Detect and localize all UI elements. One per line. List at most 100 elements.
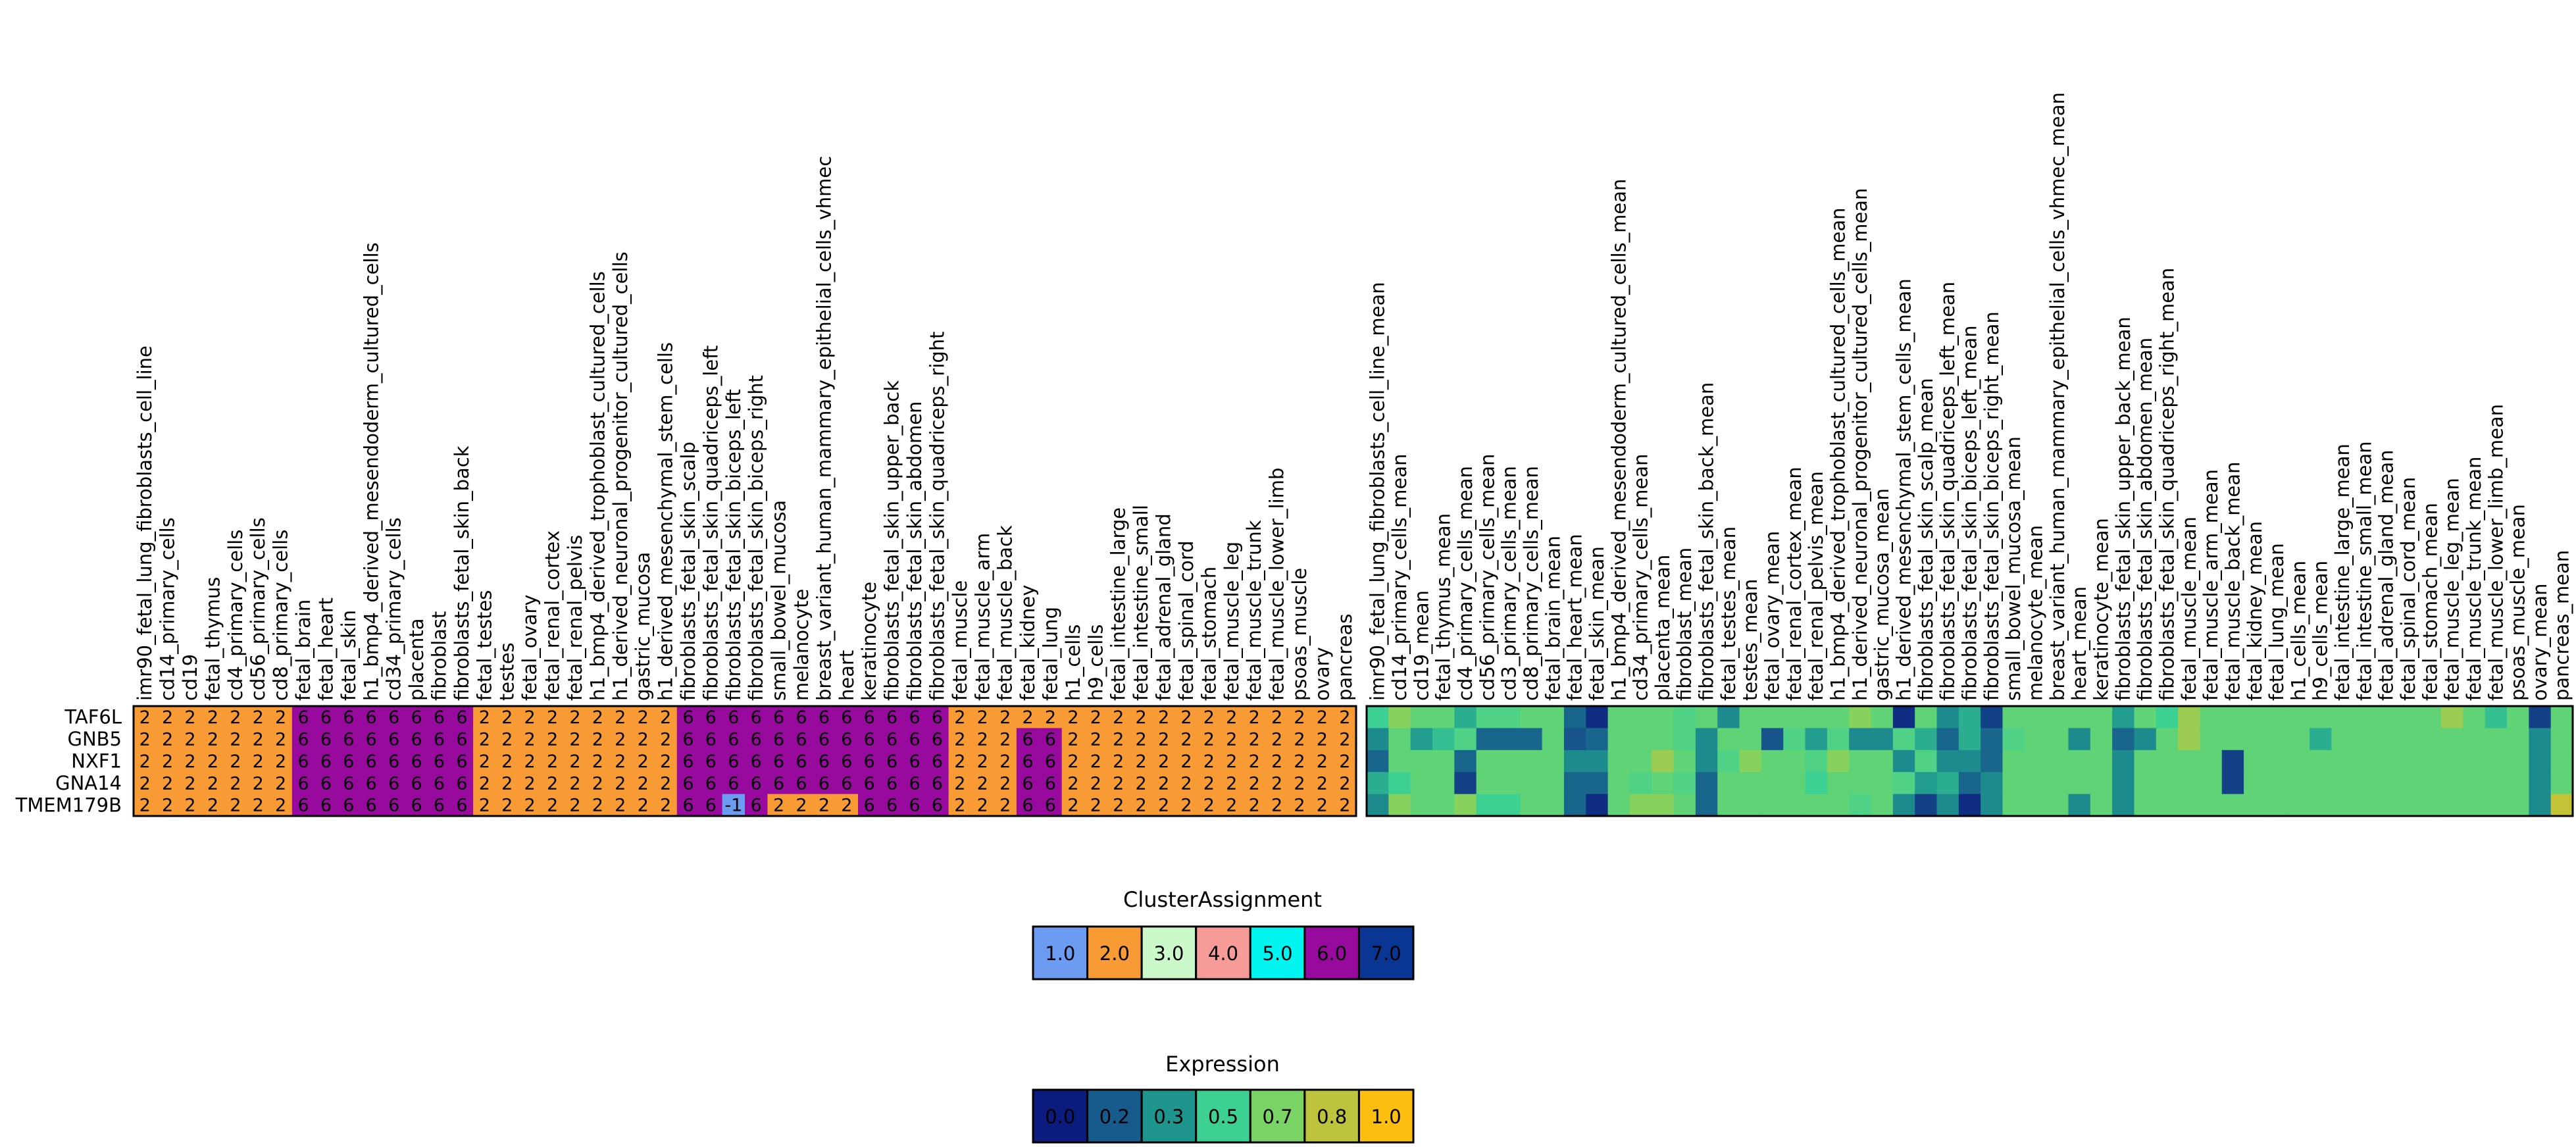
cluster-cell bbox=[269, 750, 293, 773]
expression-cell bbox=[1892, 750, 1915, 773]
cluster-cell-label: 6 bbox=[864, 773, 875, 794]
expression-cell bbox=[1805, 750, 1828, 773]
cluster-cell-label: 6 bbox=[909, 729, 920, 750]
cluster-cell-label: 2 bbox=[638, 752, 649, 772]
expression-cell bbox=[2287, 794, 2310, 817]
expression-cell bbox=[1454, 706, 1477, 728]
expression-cell bbox=[1981, 728, 2004, 751]
cluster-cell-label: 6 bbox=[773, 729, 784, 750]
expression-cell bbox=[2090, 706, 2113, 728]
cluster-cell bbox=[1107, 728, 1130, 751]
expression-column-label: h1_derived_neuronal_progenitor_cultured_… bbox=[1849, 188, 1871, 701]
expression-cell bbox=[1892, 706, 1915, 728]
expression-cell bbox=[2156, 728, 2179, 751]
expression-cell bbox=[2244, 750, 2267, 773]
cluster-cell-label: 2 bbox=[592, 752, 603, 772]
cluster-cell-label: 2 bbox=[547, 796, 558, 816]
cluster-cell bbox=[495, 772, 519, 795]
cluster-cell-label: 6 bbox=[728, 773, 739, 794]
cluster-cell bbox=[1107, 750, 1130, 773]
cluster-cell-label: 2 bbox=[999, 752, 1011, 772]
cluster-cell bbox=[1152, 794, 1176, 817]
expression-cell bbox=[1936, 750, 1959, 773]
cluster-cell bbox=[858, 750, 882, 773]
expression-cell bbox=[2068, 706, 2091, 728]
cluster-column-label: cd56_primary_cells bbox=[247, 517, 269, 701]
expression-cell bbox=[2046, 706, 2069, 728]
cluster-column-label: testes bbox=[496, 642, 518, 701]
cluster-cell bbox=[1311, 772, 1334, 795]
cluster-column-label: fetal_testes bbox=[473, 590, 495, 701]
expression-column-label: fibroblasts_fetal_skin_biceps_left_mean bbox=[1959, 325, 1981, 701]
expression-column-label: fetal_renal_pelvis_mean bbox=[1805, 471, 1827, 701]
cluster-cell bbox=[586, 794, 610, 817]
cluster-cell-label: 2 bbox=[1067, 796, 1078, 816]
cluster-column-label: fetal_intestine_small bbox=[1130, 505, 1152, 701]
cluster-cell bbox=[994, 772, 1017, 795]
expression-cell bbox=[2156, 750, 2179, 773]
expression-cell bbox=[2287, 750, 2310, 773]
cluster-cell bbox=[337, 706, 361, 728]
cluster-cell-label: 2 bbox=[1113, 773, 1124, 794]
cluster-column-label: pancreas bbox=[1334, 613, 1356, 701]
expression-column-label: cd14_primary_cells_mean bbox=[1388, 454, 1411, 701]
cluster-cell bbox=[631, 728, 655, 751]
cluster-cell-label: 6 bbox=[909, 707, 920, 728]
cluster-cell bbox=[428, 750, 451, 773]
expression-cell bbox=[1717, 772, 1740, 795]
cluster-cell bbox=[926, 794, 949, 817]
cluster-cell-label: 6 bbox=[297, 729, 309, 750]
cluster-cell-label: 6 bbox=[1045, 752, 1056, 772]
expression-cell bbox=[2200, 706, 2223, 728]
cluster-cell-label: 6 bbox=[932, 707, 943, 728]
expression-cell bbox=[1871, 772, 1894, 795]
cluster-cell bbox=[903, 750, 926, 773]
cluster-column-label: h1_bmp4_derived_mesendoderm_cultured_cel… bbox=[360, 242, 382, 701]
cluster-cell bbox=[1152, 772, 1176, 795]
cluster-cell bbox=[291, 794, 315, 817]
cluster-legend-tick-label: 6.0 bbox=[1317, 942, 1347, 965]
cluster-cell-label: 6 bbox=[705, 752, 717, 772]
cluster-cell bbox=[450, 772, 474, 795]
expression-cell bbox=[1367, 750, 1389, 773]
cluster-cell-label: 2 bbox=[253, 773, 264, 794]
cluster-cell-label: 2 bbox=[977, 707, 988, 728]
cluster-cell-label: 2 bbox=[999, 796, 1011, 816]
expression-cell bbox=[1607, 794, 1630, 817]
cluster-cell bbox=[201, 706, 225, 728]
cluster-column-label: cd14_primary_cells bbox=[157, 517, 179, 701]
cluster-cell bbox=[1039, 772, 1063, 795]
expression-cell bbox=[2310, 794, 2332, 817]
cluster-cell-label: 6 bbox=[886, 796, 897, 816]
cluster-column-label: small_bowel_mucosa bbox=[768, 500, 790, 701]
cluster-cell bbox=[178, 750, 202, 773]
cluster-column-label: fetal_muscle_arm bbox=[971, 533, 994, 701]
cluster-cell-label: 2 bbox=[1339, 752, 1350, 772]
expression-cell bbox=[1783, 706, 1806, 728]
cluster-cell bbox=[337, 772, 361, 795]
expression-cell bbox=[2375, 728, 2398, 751]
expression-cell bbox=[2024, 772, 2047, 795]
cluster-cell bbox=[1265, 728, 1289, 751]
expression-cell bbox=[2353, 794, 2376, 817]
cluster-cell bbox=[1084, 728, 1108, 751]
expression-cell bbox=[2529, 794, 2552, 817]
expression-column-label: ovary_mean bbox=[2529, 583, 2551, 701]
expression-cell bbox=[2331, 794, 2354, 817]
cluster-cell-label: 2 bbox=[501, 729, 513, 750]
cluster-cell bbox=[1129, 794, 1153, 817]
cluster-cell bbox=[994, 794, 1017, 817]
cluster-cell-label: 2 bbox=[230, 796, 241, 816]
expression-cell bbox=[1915, 772, 1938, 795]
cluster-cell-label: 6 bbox=[728, 752, 739, 772]
expression-cell bbox=[2485, 750, 2508, 773]
expression-cell bbox=[2397, 750, 2420, 773]
cluster-cell-label: 2 bbox=[1180, 796, 1192, 816]
cluster-column-label: fetal_renal_pelvis bbox=[564, 535, 586, 701]
cluster-cell bbox=[224, 728, 247, 751]
cluster-cell bbox=[1061, 750, 1085, 773]
cluster-cell bbox=[541, 794, 565, 817]
expression-cell bbox=[2507, 794, 2529, 817]
expression-column-label: fetal_renal_cortex_mean bbox=[1783, 467, 1806, 701]
cluster-cell bbox=[699, 728, 723, 751]
